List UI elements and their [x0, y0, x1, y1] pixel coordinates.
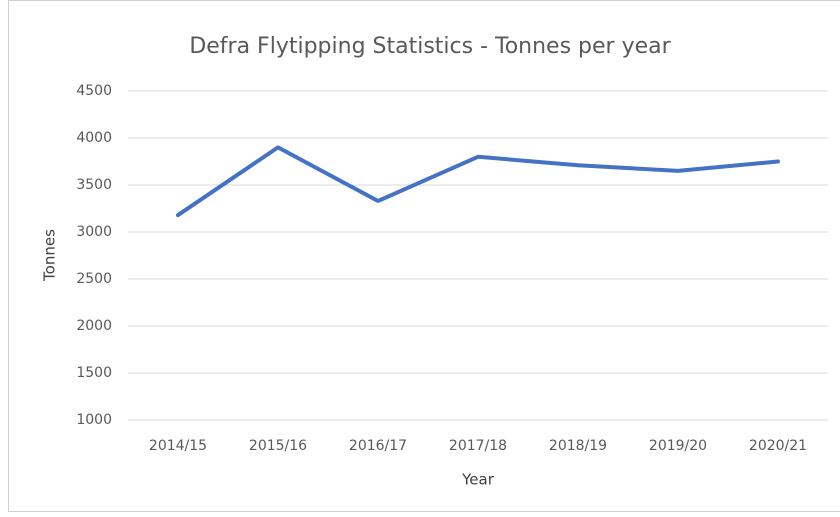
x-tick-label: 2014/15 [149, 438, 207, 454]
y-tick-label: 3500 [76, 177, 112, 193]
y-tick-label: 3000 [76, 224, 112, 240]
x-tick-label: 2019/20 [649, 438, 707, 454]
x-tick-label: 2018/19 [549, 438, 607, 454]
x-tick-label: 2015/16 [249, 438, 307, 454]
x-tick-label: 2017/18 [449, 438, 507, 454]
x-tick-label: 2016/17 [349, 438, 407, 454]
chart-title: Defra Flytipping Statistics - Tonnes per… [189, 34, 671, 59]
x-axis-label: Year [461, 471, 495, 489]
y-axis-label: Tonnes [41, 229, 59, 282]
y-tick-label: 4500 [76, 83, 112, 99]
y-tick-label: 1500 [76, 365, 112, 381]
x-tick-label: 2020/21 [749, 438, 807, 454]
chart-border [9, 1, 840, 512]
y-tick-label: 2000 [76, 318, 112, 334]
y-tick-label: 4000 [76, 130, 112, 146]
y-tick-label: 2500 [76, 271, 112, 287]
y-tick-label: 1000 [76, 412, 112, 428]
